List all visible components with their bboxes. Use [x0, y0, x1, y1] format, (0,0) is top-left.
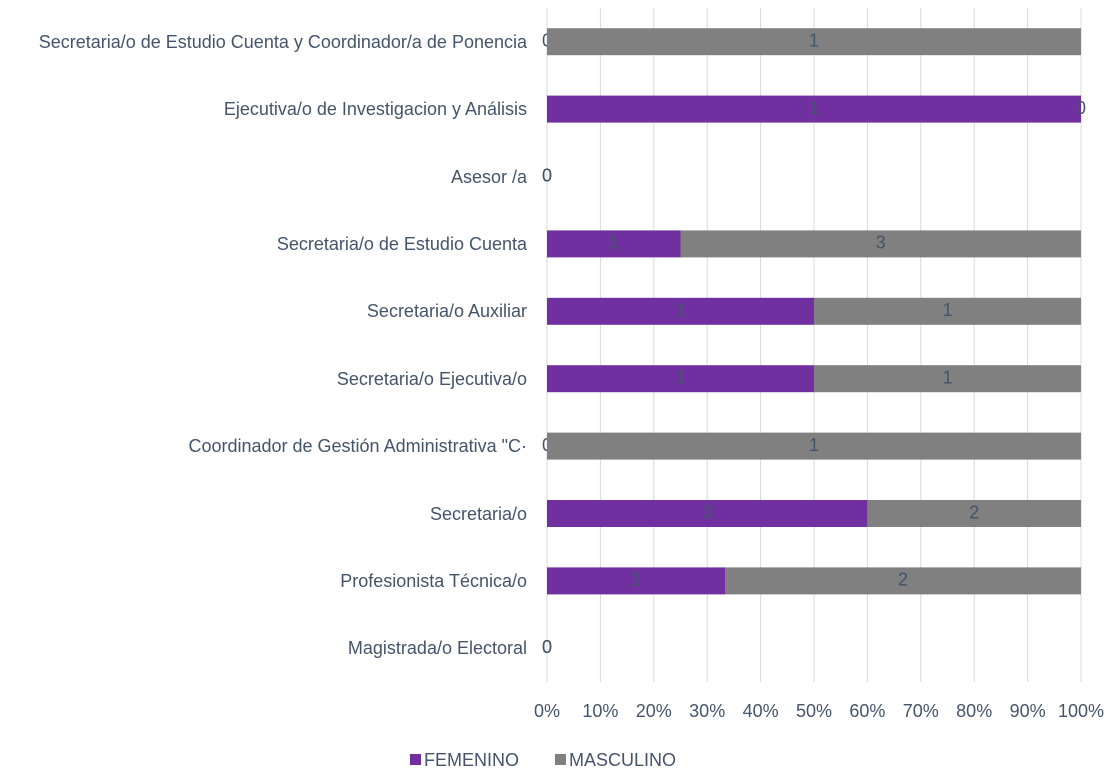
- y-tick-label: Secretaria/o Auxiliar: [0, 299, 527, 323]
- category-text: Secretaria/o de Estudio Cuenta y Coordin…: [38, 31, 527, 52]
- data-label: 1: [675, 367, 685, 387]
- x-tick-label: 30%: [689, 701, 725, 721]
- data-label: 2: [969, 502, 979, 522]
- data-label: 1: [809, 435, 819, 455]
- x-tick-label: 90%: [1010, 701, 1046, 721]
- y-tick-label: Secretaria/o: [0, 502, 527, 526]
- bar-segment: [725, 567, 1081, 595]
- x-tick-label: 80%: [956, 701, 992, 721]
- bar-segment: [547, 567, 725, 595]
- data-label: 0: [542, 637, 552, 657]
- y-tick-label: Secretaria/o de Estudio Cuenta y Coordin…: [0, 30, 527, 54]
- data-label: 1: [809, 30, 819, 50]
- category-text: Secretaria/o Ejecutiva/o: [336, 368, 527, 389]
- category-text: Secretaria/o de Estudio Cuenta: [276, 233, 527, 254]
- y-tick-label: Asesor /a: [0, 165, 527, 189]
- x-tick-label: 50%: [796, 701, 832, 721]
- y-tick-label: Profesionista Técnica/o: [0, 569, 527, 593]
- x-tick-label: 70%: [903, 701, 939, 721]
- y-tick-label: Coordinador de Gestión Administrativa "C…: [0, 434, 527, 458]
- category-text: Secretaria/o Auxiliar: [366, 301, 527, 322]
- category-text: Asesor /a: [450, 166, 527, 187]
- category-text: Secretaria/o: [429, 503, 527, 524]
- x-tick-label: 20%: [636, 701, 672, 721]
- legend-label: FEMENINO: [424, 750, 519, 770]
- bar-segment: [547, 297, 814, 325]
- bar-segment: [547, 365, 814, 393]
- category-text: Ejecutiva/o de Investigacion y Análisis: [223, 99, 527, 120]
- data-label: 0: [1076, 98, 1086, 118]
- data-label: 1: [942, 300, 952, 320]
- data-label: 0: [542, 165, 552, 185]
- bar-segment: [547, 28, 1081, 56]
- y-tick-label: Magistrada/o Electoral: [0, 636, 527, 660]
- data-label: 1: [609, 233, 619, 253]
- y-tick-label: Ejecutiva/o de Investigacion y Análisis: [0, 97, 527, 121]
- data-label: 2: [898, 570, 908, 590]
- x-tick-label: 100%: [1058, 701, 1104, 721]
- data-label: 0: [542, 637, 552, 657]
- data-label: 1: [809, 98, 819, 118]
- bar-segment: [814, 365, 1081, 393]
- bar-segment: [547, 230, 681, 258]
- bar-segment: [547, 500, 868, 527]
- x-tick-label: 40%: [743, 701, 779, 721]
- bar-segment: [547, 95, 1081, 123]
- category-text: Profesionista Técnica/o: [340, 570, 527, 591]
- data-label: 3: [876, 233, 886, 253]
- bar-segment: [867, 500, 1081, 527]
- category-text: Magistrada/o Electoral: [347, 638, 527, 659]
- y-tick-label: Secretaria/o de Estudio Cuenta: [0, 232, 527, 256]
- data-label: 3: [702, 502, 712, 522]
- data-label: 1: [631, 570, 641, 590]
- x-tick-label: 60%: [849, 701, 885, 721]
- legend-swatch: [410, 754, 421, 765]
- bar-segment: [680, 230, 1081, 258]
- data-label: 0: [542, 165, 552, 185]
- x-tick-label: 10%: [582, 701, 618, 721]
- data-label: 1: [942, 367, 952, 387]
- legend-swatch: [555, 754, 566, 765]
- x-tick-label: 0%: [534, 701, 560, 721]
- y-tick-label: Secretaria/o Ejecutiva/o: [0, 367, 527, 391]
- bar-segment: [814, 297, 1081, 325]
- bar-segment: [547, 432, 1081, 460]
- legend-label: MASCULINO: [569, 750, 676, 770]
- data-label: 1: [675, 300, 685, 320]
- category-text: Coordinador de Gestión Administrativa "C…: [188, 436, 527, 457]
